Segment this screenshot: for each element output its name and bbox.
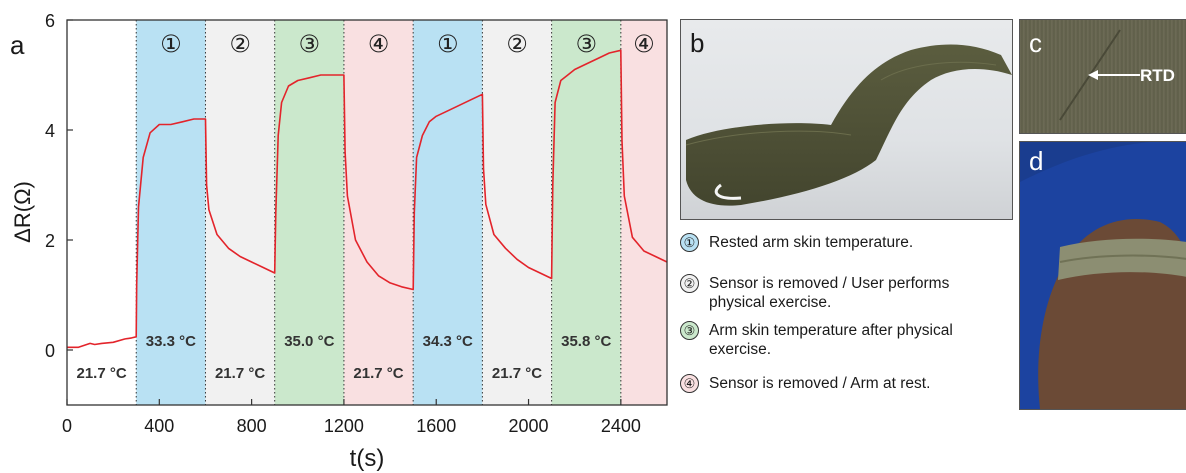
phase-marker-3: ③: [299, 30, 321, 58]
x-tick-label-1: 400: [144, 416, 174, 436]
x-tick-label-0: 0: [62, 416, 72, 436]
phase-bands: [136, 20, 667, 405]
phase-marker-2: ②: [229, 30, 251, 58]
phase-marker-5: ①: [437, 30, 459, 58]
legend-item-3: ③ Arm skin temperature after physical ex…: [680, 321, 999, 359]
phase-temp-5: 34.3 °C: [423, 333, 473, 350]
phase-temp-4: 21.7 °C: [353, 365, 403, 382]
rtd-label: RTD: [1140, 66, 1175, 85]
panel-label-d: d: [1029, 146, 1044, 176]
resistance-chart: ① 33.3 °C ② 21.7 °C ③ 35.0 °C ④ 21.7 °C ① 34.3 °C…: [10, 11, 668, 472]
textile-band-illustration: [685, 44, 1012, 206]
y-tick-label-1: 2: [45, 231, 55, 251]
legend-text-4: Sensor is removed / Arm at rest.: [709, 375, 931, 392]
photo-c-rtd-closeup: [1019, 19, 1186, 134]
phase-marker-8: ④: [633, 30, 655, 58]
legend-item-1: ① Rested arm skin temperature.: [680, 233, 999, 252]
x-tick-label-3: 1200: [324, 416, 364, 436]
y-tick-label-2: 4: [45, 121, 55, 141]
y-tick-label-0: 0: [45, 341, 55, 361]
phase-temp-2: 21.7 °C: [215, 365, 265, 382]
photo-d-armband: [1019, 141, 1186, 410]
plot-frame: [66, 19, 668, 406]
y-tick-label-3: 6: [45, 11, 55, 31]
legend-text-1: Rested arm skin temperature.: [709, 234, 914, 251]
rtd-arrow-icon: [1059, 29, 1140, 121]
legend-item-4: ④ Sensor is removed / Arm at rest.: [680, 374, 999, 393]
phase-band-2: [205, 20, 275, 405]
phase-temp-3: 35.0 °C: [284, 333, 334, 350]
phase-temp-7: 35.8 °C: [561, 333, 611, 350]
phase-band-1: [136, 20, 206, 405]
x-tick-label-5: 2000: [509, 416, 549, 436]
phase-band-8: [620, 20, 667, 405]
x-axis-label: t(s): [350, 445, 385, 472]
phase-temp-6: 21.7 °C: [492, 365, 542, 382]
x-tick-label-6: 2400: [601, 416, 641, 436]
arm-illustration: [1020, 142, 1186, 409]
panel-label-c: c: [1029, 28, 1042, 58]
phase-band-3: [274, 20, 344, 405]
phase-marker-4: ④: [368, 30, 390, 58]
phase-marker-1: ①: [160, 30, 182, 58]
phase-band-7: [551, 20, 621, 405]
initial-temp-label: 21.7 °C: [77, 365, 127, 382]
x-tick-label-2: 800: [237, 416, 267, 436]
legend-marker-2: ②: [680, 274, 699, 293]
photo-b-textile-sensor: [680, 19, 1013, 220]
phase-band-6: [482, 20, 552, 405]
panel-label-a: a: [10, 30, 25, 60]
axes: 0 400 800 1200 1600 2000 2400 0 2 4 6: [45, 11, 641, 436]
legend-text-2: Sensor is removed / User performs physic…: [709, 275, 950, 311]
data-series: [67, 49, 668, 349]
phase-band-4: [343, 20, 414, 405]
x-tick-label-4: 1600: [416, 416, 456, 436]
phase-marker-6: ②: [506, 30, 528, 58]
legend-marker-3: ③: [680, 321, 699, 340]
panel-label-b: b: [690, 28, 705, 58]
phase-boundaries: [135, 20, 622, 405]
series-line-1: [67, 49, 668, 349]
phase-temp-1: 33.3 °C: [146, 333, 196, 350]
legend-item-2: ② Sensor is removed / User performs phys…: [680, 274, 999, 312]
phase-labels: ① 33.3 °C ② 21.7 °C ③ 35.0 °C ④ 21.7 °C ① 34.3 °C…: [77, 30, 655, 382]
legend-marker-1: ①: [680, 233, 699, 252]
phase-marker-7: ③: [575, 30, 597, 58]
phase-band-5: [413, 20, 483, 405]
y-axis-label: ΔR(Ω): [10, 181, 35, 243]
legend-marker-4: ④: [680, 374, 699, 393]
legend-text-3: Arm skin temperature after physical exer…: [709, 322, 953, 358]
